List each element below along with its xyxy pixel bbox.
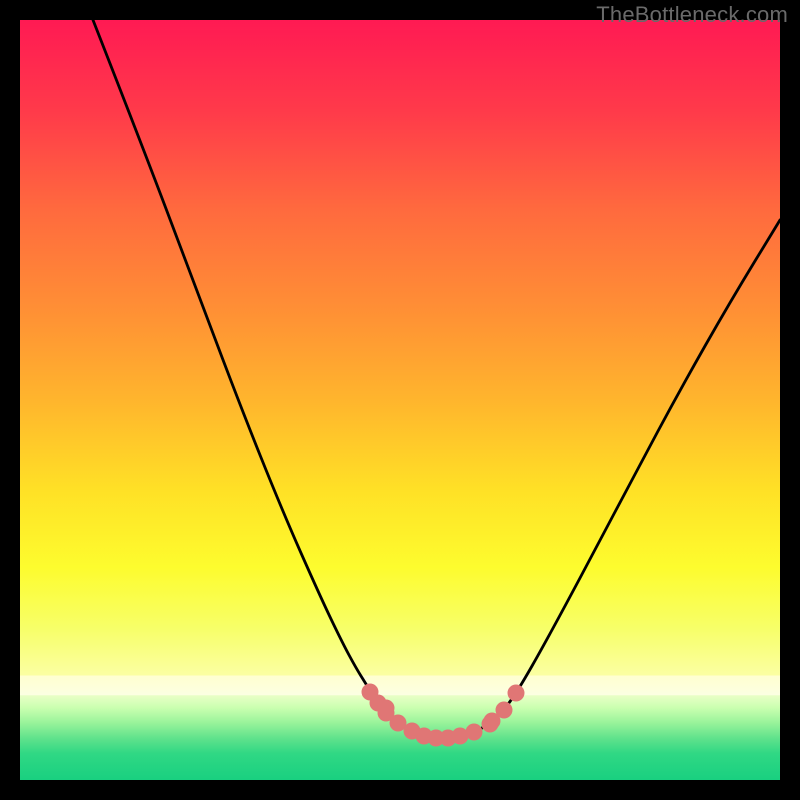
watermark-text: TheBottleneck.com — [596, 2, 788, 28]
minimum-dot — [484, 713, 501, 730]
minimum-dot — [508, 685, 525, 702]
chart-frame: TheBottleneck.com — [0, 0, 800, 800]
minimum-dot — [466, 724, 483, 741]
minimum-dot — [378, 700, 395, 717]
chart-svg — [20, 20, 780, 780]
gradient-background — [20, 20, 780, 780]
